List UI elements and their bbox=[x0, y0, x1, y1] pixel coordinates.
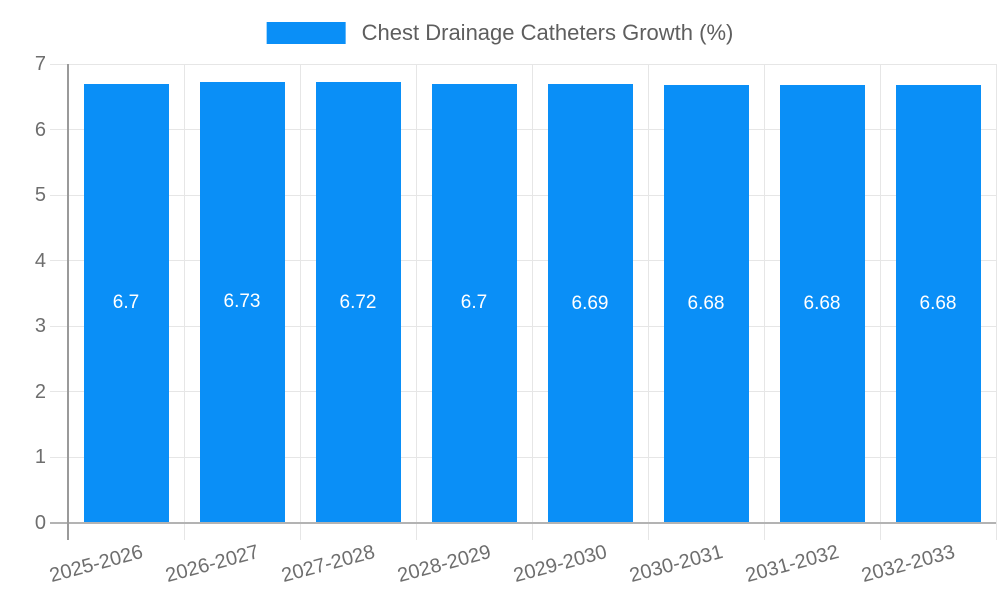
y-gridline bbox=[50, 325, 996, 327]
x-axis-tick-label: 2031-2032 bbox=[743, 541, 842, 588]
y-axis-tick-label: 7 bbox=[34, 53, 46, 75]
x-axis-tick-label: 2030-2031 bbox=[627, 541, 726, 588]
y-axis-tick-label: 1 bbox=[34, 446, 46, 469]
bar-value-label: 6.68 bbox=[919, 292, 957, 314]
y-gridline bbox=[50, 260, 996, 262]
bar[interactable]: 6.72 bbox=[315, 82, 401, 523]
bar-value-label: 6.7 bbox=[112, 292, 140, 314]
bar[interactable]: 6.68 bbox=[779, 84, 865, 523]
y-axis-tick-label: 6 bbox=[34, 118, 46, 141]
x-gridline bbox=[879, 64, 881, 540]
bar-value-label: 6.73 bbox=[223, 291, 261, 313]
x-gridline bbox=[995, 64, 997, 540]
bar[interactable]: 6.7 bbox=[83, 83, 169, 523]
y-gridline bbox=[50, 194, 996, 196]
bar[interactable]: 6.68 bbox=[895, 84, 981, 523]
x-axis-baseline bbox=[50, 522, 996, 524]
bar-value-label: 6.7 bbox=[460, 292, 488, 314]
legend-label: Chest Drainage Catheters Growth (%) bbox=[361, 20, 734, 45]
bar-value-label: 6.72 bbox=[339, 291, 377, 313]
y-gridline bbox=[50, 129, 996, 131]
bar[interactable]: 6.69 bbox=[547, 84, 633, 523]
bar[interactable]: 6.68 bbox=[663, 84, 749, 523]
y-axis-line bbox=[67, 64, 69, 540]
x-gridline bbox=[763, 64, 765, 540]
chart-legend: Chest Drainage Catheters Growth (%) bbox=[266, 20, 734, 46]
x-axis-tick-label: 2027-2028 bbox=[279, 541, 378, 588]
x-axis-tick-label: 2032-2033 bbox=[859, 541, 958, 588]
bar-value-label: 6.68 bbox=[803, 292, 841, 314]
x-gridline bbox=[531, 64, 533, 540]
y-gridline bbox=[50, 456, 996, 458]
x-gridline bbox=[415, 64, 417, 540]
x-axis-tick-label: 2029-2030 bbox=[511, 541, 610, 588]
y-gridline bbox=[50, 63, 996, 65]
x-gridline bbox=[183, 64, 185, 540]
x-gridline bbox=[299, 64, 301, 540]
y-axis-tick-label: 0 bbox=[34, 512, 46, 534]
bar-value-label: 6.69 bbox=[571, 292, 609, 314]
y-axis-tick-label: 2 bbox=[34, 380, 46, 403]
y-gridline bbox=[50, 391, 996, 393]
legend-swatch-icon bbox=[266, 22, 346, 44]
x-axis-tick-label: 2026-2027 bbox=[163, 541, 262, 588]
bar[interactable]: 6.73 bbox=[199, 81, 285, 523]
y-axis-tick-label: 5 bbox=[34, 184, 46, 207]
x-gridline bbox=[647, 64, 649, 540]
y-axis-tick-label: 3 bbox=[34, 315, 46, 338]
x-axis-tick-label: 2028-2029 bbox=[395, 541, 494, 588]
bar-value-label: 6.68 bbox=[687, 292, 725, 314]
y-axis-tick-label: 4 bbox=[34, 249, 46, 272]
x-axis-tick-label: 2025-2026 bbox=[47, 541, 146, 588]
bar[interactable]: 6.7 bbox=[431, 83, 517, 523]
